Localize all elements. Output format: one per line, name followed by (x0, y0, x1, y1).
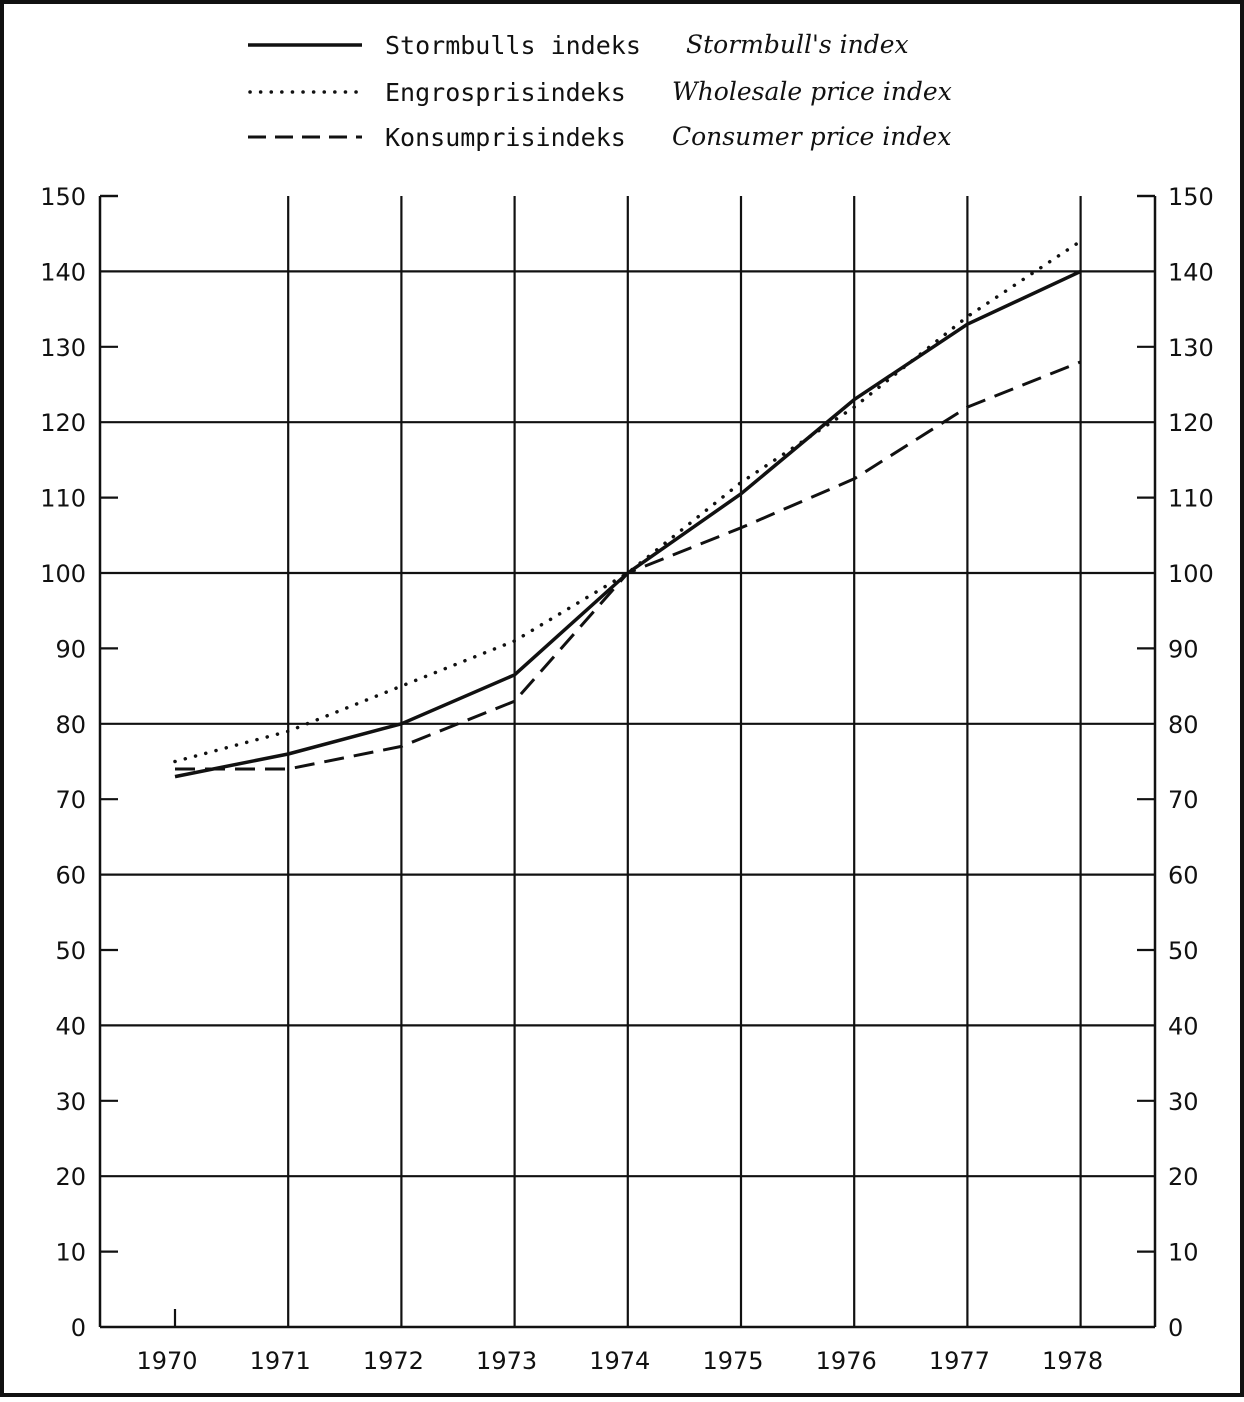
axes: 0 0 10 10 20 20 30 30 40 40 50 50 60 60 70 70 80 80 90 90 10… (40, 183, 1214, 1375)
x-tick-label: 1972 (363, 1347, 424, 1375)
y-tick-label-right: 130 (1168, 334, 1214, 362)
y-tick-label-right: 80 (1168, 711, 1199, 739)
legend-item-consumer: Konsumprisindeks Consumer price index (248, 122, 951, 152)
y-tick-label-right: 120 (1168, 409, 1214, 437)
legend: Stormbulls indeks Stormbull's index Engr… (248, 30, 952, 152)
y-tick-label-right: 60 (1168, 862, 1199, 890)
y-tick-label-right: 20 (1168, 1163, 1199, 1191)
y-tick-label-left: 70 (55, 786, 86, 814)
legend-label-consumer-en: Consumer price index (672, 122, 951, 151)
x-tick-label: 1970 (136, 1347, 197, 1375)
x-tick-label: 1977 (929, 1347, 990, 1375)
x-tick-label: 1974 (589, 1347, 650, 1375)
series-line-dotted (173, 239, 1083, 764)
y-tick-label-left: 90 (55, 635, 86, 663)
y-tick-label-right: 90 (1168, 635, 1199, 663)
legend-item-wholesale: Engrosprisindeks Wholesale price index (248, 77, 952, 107)
y-tick-label-left: 60 (55, 862, 86, 890)
y-tick-label-left: 110 (40, 485, 86, 513)
y-tick-label-right: 50 (1168, 937, 1199, 965)
legend-label-stormbull: Stormbulls indeks (385, 31, 641, 60)
y-tick-label-right: 40 (1168, 1012, 1199, 1040)
y-tick-label-right: 0 (1168, 1314, 1183, 1342)
y-tick-label-right: 110 (1168, 485, 1214, 513)
legend-item-stormbull: Stormbulls indeks Stormbull's index (248, 30, 909, 60)
y-tick-label-left: 150 (40, 183, 86, 211)
y-tick-label-right: 30 (1168, 1088, 1199, 1116)
series-line-dashed (175, 360, 1082, 771)
y-tick-label-right: 100 (1168, 560, 1214, 588)
legend-label-wholesale: Engrosprisindeks (385, 78, 626, 107)
y-tick-label-right: 10 (1168, 1239, 1199, 1267)
y-tick-label-left: 40 (55, 1012, 86, 1040)
y-tick-label-left: 50 (55, 937, 86, 965)
x-tick-label: 1975 (702, 1347, 763, 1375)
y-tick-label-left: 80 (55, 711, 86, 739)
x-tick-label: 1971 (250, 1347, 311, 1375)
y-tick-label-right: 150 (1168, 183, 1214, 211)
y-tick-label-left: 0 (71, 1314, 86, 1342)
y-tick-label-left: 100 (40, 560, 86, 588)
legend-label-wholesale-en: Wholesale price index (672, 77, 952, 106)
y-tick-label-left: 140 (40, 258, 86, 286)
x-tick-label: 1976 (816, 1347, 877, 1375)
y-tick-label-left: 10 (55, 1239, 86, 1267)
legend-label-consumer: Konsumprisindeks (385, 123, 626, 152)
y-tick-label-left: 120 (40, 409, 86, 437)
y-tick-label-right: 140 (1168, 258, 1214, 286)
series (173, 239, 1083, 779)
x-tick-label: 1978 (1042, 1347, 1103, 1375)
legend-label-stormbull-en: Stormbull's index (686, 30, 909, 59)
x-tick-label: 1973 (476, 1347, 537, 1375)
y-tick-label-left: 30 (55, 1088, 86, 1116)
y-tick-label-right: 70 (1168, 786, 1199, 814)
y-tick-label-left: 20 (55, 1163, 86, 1191)
y-tick-label-left: 130 (40, 334, 86, 362)
